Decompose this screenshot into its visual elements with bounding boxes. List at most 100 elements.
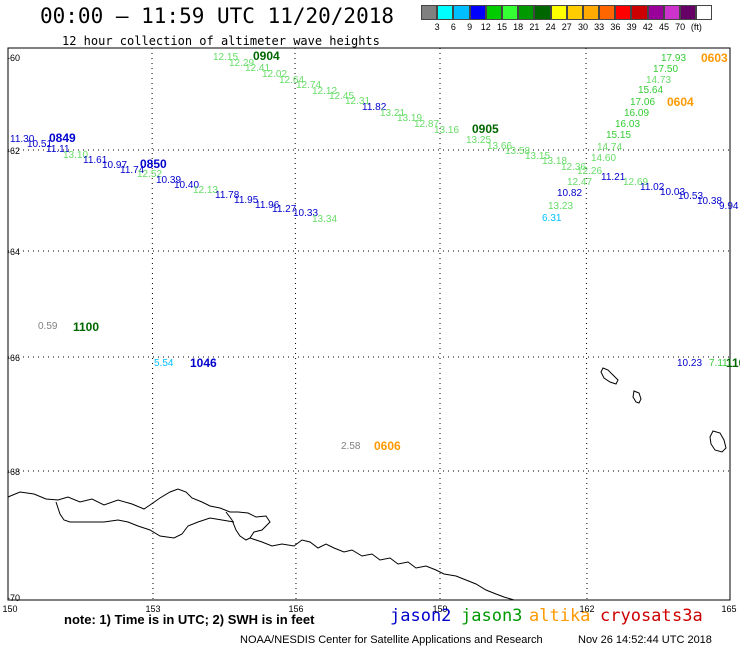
swh-value: 10.40	[174, 180, 199, 191]
legend-altika: altika	[529, 606, 591, 626]
color-scale-label: 33	[594, 22, 605, 32]
swh-value: 12.29	[229, 58, 254, 69]
lat-label: -66	[7, 353, 21, 363]
swh-value: 12.41	[245, 63, 270, 74]
swh-value: 13.10	[63, 150, 88, 161]
swh-value: 12.02	[262, 69, 287, 80]
track-label-0850: 0850	[140, 157, 167, 171]
track-label-1102: 1102	[726, 356, 740, 370]
swh-value: 13.16	[434, 125, 459, 136]
swh-value: 13.21	[380, 108, 405, 119]
lat-label: -60	[7, 53, 21, 63]
swh-value: 11.82	[362, 102, 387, 113]
color-scale-swatch	[680, 5, 697, 20]
color-scale-swatch	[437, 5, 454, 20]
bay-inner	[225, 511, 251, 541]
swh-value: 6.31	[542, 213, 562, 224]
swh-value: 11.96	[255, 200, 280, 211]
color-scale-swatch	[647, 5, 664, 20]
island-2	[632, 390, 642, 404]
credit-line: NOAA/NESDIS Center for Satellite Applica…	[240, 634, 543, 646]
legend-jason3: jason3	[461, 606, 523, 626]
lon-label: 162	[579, 604, 595, 614]
swh-value: 10.03	[660, 187, 685, 198]
track-label-0849: 0849	[49, 131, 76, 145]
swh-value: 10.33	[293, 208, 318, 219]
lon-label: 153	[145, 604, 161, 614]
swh-value: 12.12	[312, 86, 337, 97]
swh-value: 12.64	[279, 75, 304, 86]
color-scale-label: 39	[626, 22, 637, 32]
lat-label: -70	[7, 593, 21, 603]
swh-value: 17.50	[653, 64, 678, 75]
swh-value: 17.93	[661, 53, 686, 64]
color-scale-swatch	[663, 5, 680, 20]
swh-value: 14.60	[591, 153, 616, 164]
swh-value: 14.74	[597, 142, 622, 153]
color-scale-label: 9	[467, 22, 473, 32]
swh-value: 11.21	[601, 172, 626, 183]
swh-value: 13.19	[397, 113, 422, 124]
swh-value: 16.03	[615, 119, 640, 130]
page-subtitle: 12 hour collection of altimeter wave hei…	[62, 34, 380, 48]
color-scale-label: 45	[658, 22, 670, 32]
swh-value: 13.66	[487, 141, 512, 152]
color-scale-label: 42	[642, 22, 653, 32]
color-scale-swatch	[469, 5, 486, 20]
swh-value: 11.30	[10, 134, 35, 145]
swh-value: 13.34	[312, 214, 337, 225]
swh-value: 12.26	[577, 166, 602, 177]
color-scale-swatch	[615, 5, 632, 20]
swh-value: 2.58	[341, 441, 361, 452]
swh-value: 13.58	[505, 146, 530, 157]
color-scale-label: 30	[577, 22, 589, 32]
swh-value: 13.25	[466, 135, 491, 146]
swh-value: 14.73	[646, 75, 671, 86]
swh-value: 10.97	[102, 160, 127, 171]
color-scale-swatch	[501, 5, 519, 20]
color-scale-swatch	[518, 5, 535, 20]
color-scale-label: 21	[529, 22, 540, 32]
footer-note: note: 1) Time is in UTC; 2) SWH is in fe…	[64, 612, 315, 627]
track-label-0604: 0604	[667, 95, 694, 109]
track-label-0904: 0904	[253, 49, 280, 63]
swh-value: 13.23	[548, 201, 573, 212]
swh-value: 12.13	[193, 185, 218, 196]
color-scale-label: 70	[675, 22, 686, 32]
swh-value: 5.54	[154, 358, 174, 369]
swh-value: 15.64	[638, 85, 663, 96]
meridian-162	[585, 47, 588, 601]
swh-value: 10.51	[27, 139, 52, 150]
color-scale-label: 3	[434, 22, 440, 32]
page-title: 00:00 – 11:59 UTC 11/20/2018	[40, 4, 395, 28]
swh-value: 11.02	[640, 182, 665, 193]
legend-s3a: s3a	[672, 606, 703, 626]
lon-label: 156	[288, 604, 304, 614]
color-scale	[421, 5, 713, 21]
swh-value: 12.15	[213, 52, 238, 63]
legend-jason2: jason2	[390, 606, 452, 626]
track-label-1046: 1046	[190, 356, 217, 370]
color-scale-swatch	[550, 5, 567, 20]
swh-value: 7.11	[709, 358, 728, 369]
color-scale-label: 6	[450, 22, 456, 32]
swh-value: 10.38	[697, 196, 722, 207]
parallel-gridlines	[8, 149, 730, 472]
swh-value: 10.53	[678, 191, 703, 202]
color-scale-swatch	[421, 5, 438, 20]
swh-value: 17.06	[630, 97, 655, 108]
lon-label: 159	[432, 604, 448, 614]
track-label-0606: 0606	[374, 439, 401, 453]
ross-inlet	[55, 501, 235, 539]
meridian-gridlines	[151, 47, 588, 601]
swh-value: 12.31	[345, 96, 370, 107]
color-scale-label: 36	[610, 22, 621, 32]
legend-cryosat: cryosat	[600, 606, 672, 626]
swh-value: 12.45	[329, 91, 354, 102]
color-scale-label: (ft)	[690, 22, 702, 32]
swh-value: 10.39	[156, 175, 181, 186]
color-scale-swatch	[485, 5, 502, 20]
color-scale-label: 24	[545, 22, 556, 32]
swh-value: 12.74	[296, 80, 321, 91]
